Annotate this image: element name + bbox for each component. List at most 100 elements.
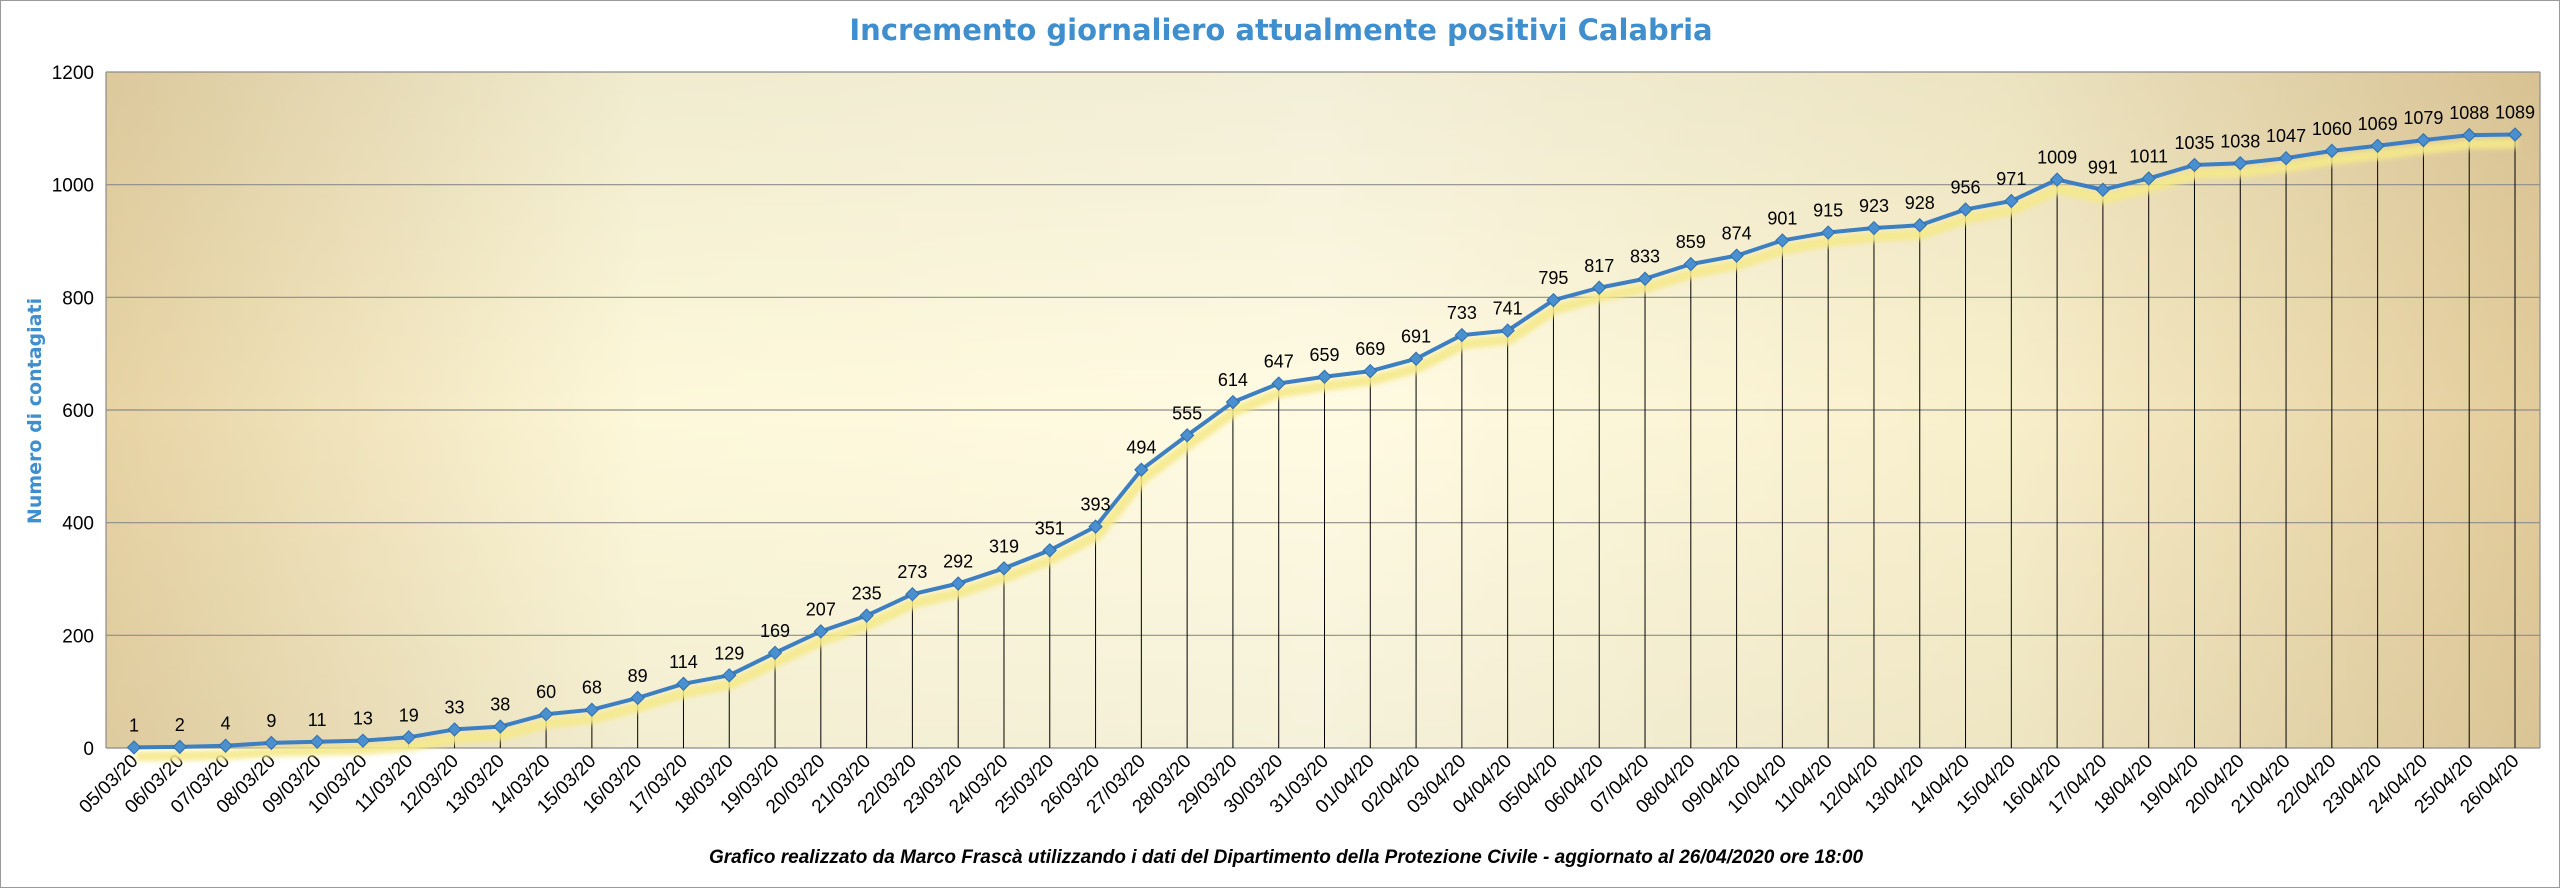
- data-point: [2416, 132, 2431, 148]
- y-tick-label: 400: [62, 514, 94, 535]
- data-point: [355, 733, 371, 748]
- data-point: [172, 739, 187, 755]
- data-label: 1060: [2312, 119, 2352, 139]
- data-label: 11: [308, 710, 327, 730]
- data-point: [447, 722, 462, 737]
- data-label: 956: [1951, 177, 1981, 197]
- data-point: [676, 676, 691, 691]
- data-point: [2233, 156, 2248, 171]
- data-label: 614: [1218, 370, 1248, 390]
- data-point: [264, 735, 279, 751]
- data-point: [493, 719, 508, 734]
- data-point: [996, 561, 1012, 576]
- data-label: 1: [129, 715, 139, 735]
- data-point: [1500, 323, 1515, 338]
- data-label: 691: [1401, 327, 1431, 347]
- data-label: 901: [1767, 208, 1797, 228]
- data-label: 60: [536, 682, 556, 702]
- data-point: [1820, 225, 1836, 240]
- data-label: 1011: [2129, 146, 2168, 166]
- data-point: [2187, 157, 2202, 173]
- x-tick-labels: 05/03/2006/03/2007/03/2008/03/2009/03/20…: [75, 751, 2523, 818]
- y-tick-label: 1000: [52, 176, 94, 197]
- data-point: [1088, 519, 1103, 534]
- data-label: 733: [1447, 303, 1477, 323]
- data-label: 1089: [2495, 103, 2535, 123]
- data-point: [722, 668, 737, 683]
- data-point: [813, 624, 829, 639]
- data-label: 1069: [2358, 114, 2398, 134]
- data-point: [1408, 351, 1424, 366]
- y-tick-label: 200: [62, 626, 94, 647]
- data-label: 669: [1355, 339, 1385, 359]
- data-label: 13: [353, 709, 373, 729]
- data-point: [1454, 327, 1470, 343]
- data-label: 1038: [2220, 131, 2260, 151]
- data-label: 235: [852, 584, 882, 604]
- data-label: 647: [1264, 352, 1294, 372]
- data-label: 833: [1630, 247, 1660, 267]
- data-label: 68: [582, 678, 602, 698]
- y-tick-label: 0: [83, 739, 94, 760]
- data-point: [126, 740, 142, 755]
- data-point: [1912, 218, 1927, 233]
- data-label: 659: [1309, 345, 1339, 365]
- y-tick-label: 1200: [52, 63, 94, 84]
- data-point: [538, 706, 554, 722]
- footer-note: Grafico realizzato da Marco Frascà utili…: [709, 847, 1863, 868]
- y-tick-label: 600: [62, 401, 94, 422]
- data-point: [1317, 369, 1332, 384]
- data-label: 991: [2088, 158, 2118, 178]
- data-label: 817: [1584, 256, 1614, 276]
- data-point: [1729, 248, 1744, 263]
- data-point: [1866, 220, 1882, 236]
- y-axis-label: Numero di contagiati: [24, 298, 46, 524]
- data-label: 292: [943, 552, 973, 572]
- series-shadow-line: [135, 138, 2518, 762]
- data-label: 923: [1859, 196, 1889, 216]
- data-point: [1042, 543, 1057, 558]
- drop-lines: [133, 134, 2516, 748]
- data-label: 971: [1996, 169, 2026, 189]
- data-point: [2278, 150, 2294, 166]
- data-point: [1546, 292, 1561, 308]
- data-point: [2507, 127, 2523, 142]
- data-label: 915: [1813, 201, 1843, 221]
- y-tick-label: 800: [62, 288, 94, 309]
- data-label: 33: [445, 697, 465, 717]
- data-point: [1775, 233, 1790, 248]
- data-point: [1271, 376, 1286, 391]
- data-point: [309, 734, 325, 750]
- data-point: [630, 690, 645, 706]
- data-labels: 1 2 4 9 11 13 19 33 38 60 68 89 114 129 169 207 235 273 29…: [129, 103, 2535, 736]
- data-label: 859: [1676, 232, 1706, 252]
- data-label: 114: [669, 652, 698, 672]
- data-point: [2141, 171, 2156, 186]
- data-point: [905, 587, 920, 602]
- data-point: [950, 576, 966, 591]
- data-point: [2004, 193, 2019, 209]
- data-label: 795: [1538, 268, 1568, 288]
- grid-lines: [105, 71, 2541, 749]
- data-label: 129: [714, 643, 744, 663]
- data-label: 38: [490, 695, 510, 715]
- chart-title: Incremento giornaliero attualmente posit…: [849, 13, 1712, 47]
- data-label: 169: [760, 621, 790, 641]
- data-point: [2370, 138, 2385, 154]
- data-markers: [126, 127, 2523, 755]
- data-point: [2324, 143, 2340, 159]
- data-label: 19: [399, 705, 419, 725]
- data-point: [1363, 363, 1378, 379]
- data-point: [218, 738, 233, 753]
- data-label: 9: [266, 711, 276, 731]
- data-label: 874: [1722, 224, 1752, 244]
- data-label: 494: [1126, 438, 1156, 458]
- data-point: [1683, 256, 1699, 272]
- data-point: [767, 645, 783, 661]
- data-label: 555: [1172, 403, 1202, 423]
- data-label: 273: [897, 562, 927, 582]
- data-label: 1088: [2449, 103, 2489, 123]
- data-label: 1009: [2037, 148, 2077, 168]
